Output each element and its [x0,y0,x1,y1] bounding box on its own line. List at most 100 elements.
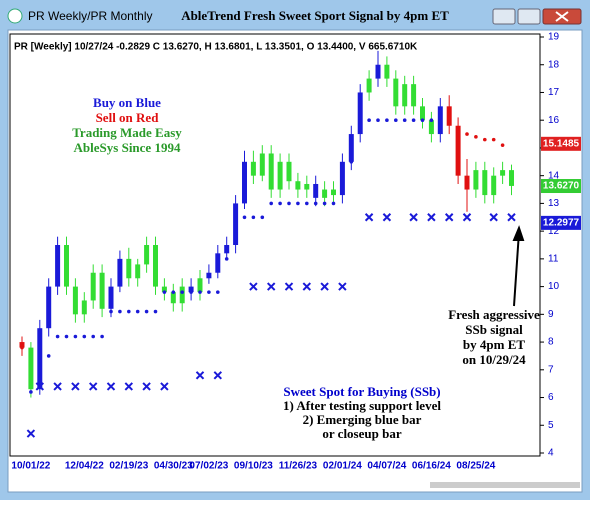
stop-dot [251,215,256,220]
info-line: PR [Weekly] 10/27/24 -0.2829 C 13.6270, … [14,42,418,53]
y-tick-label: 18 [548,59,560,70]
annotation: Fresh aggressive [448,307,540,322]
stop-dot [500,143,505,147]
stop-dot [349,160,354,164]
stop-dot [456,129,460,134]
candle-body [509,170,514,186]
x-marker [382,213,392,222]
price-tag-label: 12.2977 [543,218,580,229]
y-tick-label: 5 [548,420,554,431]
candle-body [72,286,78,315]
stop-dot [118,309,122,314]
x-marker [35,382,45,391]
x-marker [195,371,205,380]
arrow [512,225,525,307]
y-tick-label: 19 [548,32,560,43]
app-icon [7,8,23,24]
y-tick-label: 14 [548,170,560,181]
candle-body [37,328,43,390]
candle-body [375,64,381,79]
x-marker [444,213,454,222]
x-marker [213,371,223,380]
candle-body [28,347,34,390]
minimize[interactable] [492,8,516,25]
candle-body [286,161,292,182]
legend-text: Sell on Red [96,110,160,125]
x-marker [364,213,374,222]
candle-body [126,258,132,279]
candle-body [117,258,123,287]
candle-body [170,292,176,304]
stop-dot [465,132,469,136]
x-marker [142,382,151,391]
price-tag [541,215,581,230]
x-tick-label: 04/07/24 [367,461,406,472]
x-marker [320,282,329,291]
stop-dot [322,201,327,206]
candle-body [464,175,470,190]
candle-body [304,183,310,190]
stop-dot [420,118,425,122]
legend-text: Buy on Blue [93,95,161,110]
x-marker [302,282,312,291]
candle-body [500,170,506,176]
stop-dot [171,290,176,294]
maximize[interactable] [517,8,541,25]
stop-dot [402,118,407,122]
stop-dot [55,334,60,339]
candle-body [81,300,87,315]
stop-dot [64,334,69,339]
stop-dot [367,118,371,122]
y-tick-label: 11 [548,254,559,265]
price-tag [541,136,581,151]
x-tick-label: 07/02/23 [189,461,228,472]
candle-body [90,272,96,301]
candle-body [197,278,203,293]
stop-dot [491,137,496,142]
x-marker [338,282,347,291]
candle-body [144,245,150,265]
candle-body [339,161,345,196]
y-tick-label: 16 [548,115,560,126]
candle-body [428,120,434,135]
stop-dot [20,345,24,350]
legend-text: Trading Made Easy [72,125,182,140]
y-tick-label: 7 [548,364,554,375]
candle-body [455,125,461,176]
x-marker [88,382,98,391]
candle-body [402,84,408,107]
candle-body [19,342,25,348]
candle-body [188,286,194,293]
stop-dot [340,179,345,184]
candle-body [295,181,301,190]
x-tick-label: 11/26/23 [279,461,318,472]
annotation: 1) After testing support level [283,398,441,413]
candle-body [393,78,399,107]
annotation: 2) Emerging blue bar [303,412,422,427]
price-tag-label: 13.6270 [543,181,580,192]
x-marker [160,382,169,391]
scrollbar[interactable] [430,482,580,488]
candle-body [331,189,336,196]
x-tick-label: 02/01/24 [323,461,362,472]
candle-body [224,245,230,254]
stop-dot [224,257,229,261]
candle-body [250,161,256,176]
candle-body [259,153,265,176]
x-tick-label: 06/16/24 [412,461,451,472]
candle-body [46,286,52,329]
stop-dot [474,135,478,139]
x-marker [284,282,294,291]
candle-body [135,264,141,279]
stop-dot [233,232,238,236]
x-marker [427,213,436,222]
x-marker [462,213,472,222]
price-tag-label: 15.1485 [543,138,580,149]
stop-dot [483,137,487,142]
y-tick-label: 9 [548,309,554,320]
plot-area [9,33,541,457]
stop-dot [411,118,416,122]
stop-dot [73,334,78,339]
